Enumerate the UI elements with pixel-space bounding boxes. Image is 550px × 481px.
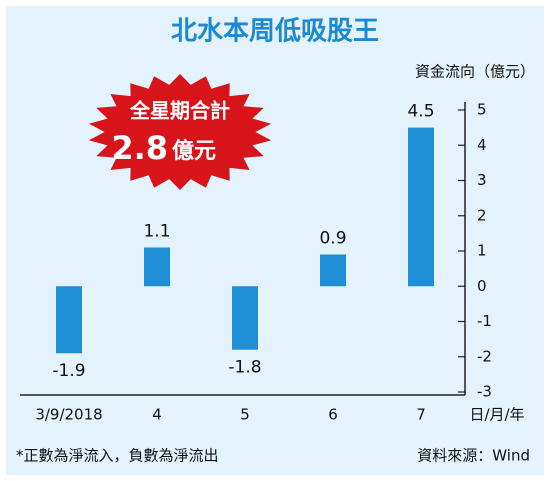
bar: [408, 127, 434, 287]
y-tick-label: 4: [477, 136, 487, 154]
badge-total: 2.8: [111, 129, 168, 167]
badge-title: 全星期合計: [129, 99, 230, 123]
value-label: -1.9: [52, 361, 85, 381]
chart-title: 北水本周低吸股王: [171, 17, 379, 47]
y-tick-label: -2: [477, 347, 492, 365]
bar: [232, 286, 258, 350]
panel: [6, 6, 544, 475]
x-tick-label: 6: [328, 406, 338, 424]
x-axis-label: 日/月/年: [469, 406, 524, 424]
x-tick-label: 7: [416, 406, 426, 424]
badge: [88, 74, 272, 190]
x-tick-label: 4: [152, 406, 162, 424]
y-tick-label: -1: [477, 312, 492, 330]
badge-unit: 億元: [172, 138, 216, 164]
y-tick-label: 5: [477, 101, 487, 119]
y-tick-label: 1: [477, 242, 487, 260]
y-axis-label: 資金流向（億元）: [415, 63, 535, 81]
value-label: -1.8: [228, 358, 261, 378]
value-label: 4.5: [407, 102, 434, 122]
footnote: *正數為淨流入，負數為淨流出: [16, 447, 219, 465]
value-label: 0.9: [319, 229, 346, 249]
bar: [320, 254, 346, 287]
source: 資料來源：Wind: [417, 447, 530, 465]
x-tick-label: 5: [240, 406, 250, 424]
y-tick-label: 3: [477, 171, 487, 189]
y-tick-label: 0: [477, 277, 487, 295]
value-label: 1.1: [143, 221, 170, 241]
bar: [56, 286, 82, 354]
y-tick-label: -3: [477, 383, 492, 401]
x-tick-label: 3/9/2018: [35, 406, 102, 424]
y-tick-label: 2: [477, 206, 487, 224]
bar: [144, 247, 170, 287]
